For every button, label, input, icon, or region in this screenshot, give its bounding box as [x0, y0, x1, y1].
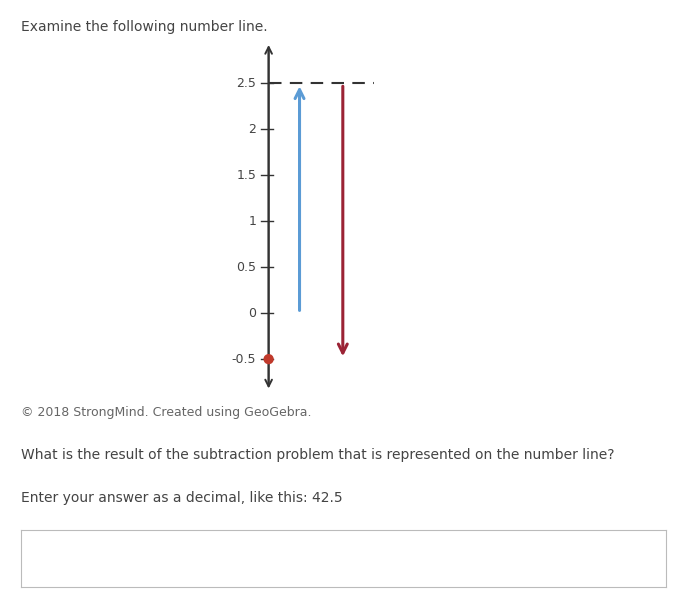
Text: Examine the following number line.: Examine the following number line.	[21, 20, 267, 34]
Text: 1: 1	[249, 215, 256, 228]
Text: -0.5: -0.5	[232, 353, 256, 365]
Text: © 2018 StrongMind. Created using GeoGebra.: © 2018 StrongMind. Created using GeoGebr…	[21, 406, 311, 420]
Point	[263, 355, 274, 364]
Text: Enter your answer as a decimal, like this: 42.5: Enter your answer as a decimal, like thi…	[21, 491, 342, 504]
Text: What is the result of the subtraction problem that is represented on the number : What is the result of the subtraction pr…	[21, 448, 614, 462]
Text: 0.5: 0.5	[236, 261, 256, 274]
Text: 1.5: 1.5	[236, 169, 256, 182]
Text: 0: 0	[248, 306, 256, 320]
Text: 2: 2	[249, 123, 256, 136]
Text: 2.5: 2.5	[236, 77, 256, 90]
